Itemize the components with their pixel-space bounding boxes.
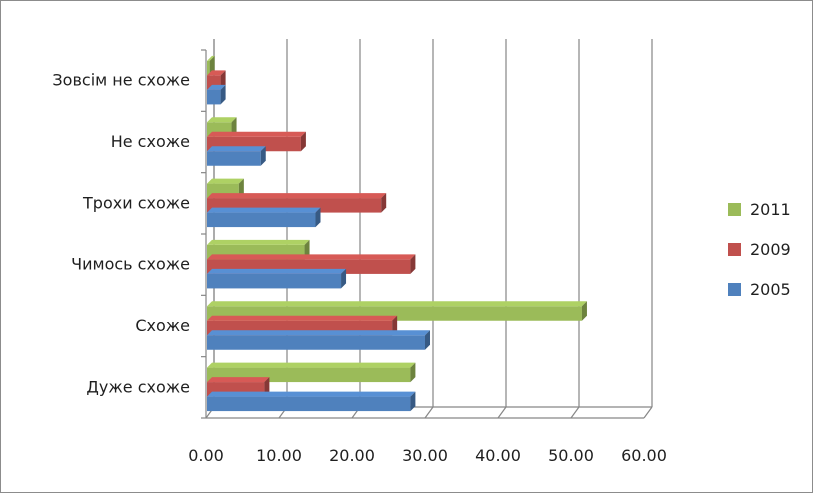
- legend-label: 2009: [750, 240, 791, 259]
- bar-top-face: [207, 268, 347, 274]
- bar-top-face: [207, 178, 244, 184]
- category-label: Схоже: [135, 316, 190, 335]
- x-tick-label: 0.00: [188, 446, 224, 465]
- category-label: Дуже схоже: [86, 377, 190, 396]
- bar-top-face: [207, 193, 387, 199]
- legend-swatch: [728, 203, 741, 216]
- category-label: Не схоже: [111, 132, 190, 151]
- bar-side-face: [315, 207, 321, 228]
- bar-top-face: [207, 301, 587, 307]
- category-label: Чимось схоже: [71, 255, 190, 274]
- bar-side-face: [220, 84, 226, 105]
- bar-top-face: [207, 207, 321, 213]
- bar-side-face: [410, 254, 416, 274]
- bar-top-face: [207, 239, 310, 245]
- bar-side-face: [581, 301, 587, 321]
- bar-top-face: [207, 55, 215, 61]
- bar-side-face: [381, 193, 387, 213]
- x-tick-label: 20.00: [329, 446, 375, 465]
- x-tick-label: 30.00: [402, 446, 448, 465]
- bar-side-face: [410, 391, 416, 412]
- bar-side-face: [425, 330, 430, 350]
- bar-top-face: [207, 146, 266, 152]
- floor-gridline: [497, 406, 507, 419]
- category-label: Зовсім не схоже: [52, 71, 190, 90]
- x-tick-label: 60.00: [621, 446, 667, 465]
- floor-gridline: [424, 406, 434, 419]
- bar-top-face: [207, 84, 226, 90]
- bar[interactable]: [207, 396, 411, 412]
- bar[interactable]: [207, 151, 261, 166]
- bar-side-face: [341, 268, 347, 289]
- bar-top-face: [207, 315, 398, 321]
- category-label: Трохи схоже: [82, 193, 190, 212]
- bar-top-face: [207, 70, 226, 76]
- bar[interactable]: [207, 212, 316, 228]
- bar-top-face: [207, 377, 270, 383]
- floor-gridline: [643, 406, 653, 419]
- bar-side-face: [260, 146, 266, 166]
- legend-label: 2005: [750, 280, 791, 299]
- bar[interactable]: [207, 89, 221, 105]
- bar-top-face: [207, 117, 237, 123]
- x-tick-label: 40.00: [475, 446, 521, 465]
- bar-top-face: [207, 131, 306, 137]
- legend-swatch: [728, 283, 741, 296]
- bar-top-face: [207, 330, 430, 336]
- bar[interactable]: [207, 60, 210, 76]
- bar-top-face: [207, 391, 416, 397]
- legend-swatch: [728, 243, 741, 256]
- floor-gridline: [570, 406, 580, 419]
- bar[interactable]: [207, 335, 425, 350]
- x-tick-label: 10.00: [256, 446, 302, 465]
- x-tick-label: 50.00: [548, 446, 594, 465]
- bar-top-face: [207, 254, 416, 260]
- bar-side-face: [300, 131, 306, 152]
- bar[interactable]: [207, 273, 342, 289]
- bar-top-face: [207, 362, 416, 368]
- legend-label: 2011: [750, 200, 791, 219]
- bar-side-face: [410, 362, 416, 383]
